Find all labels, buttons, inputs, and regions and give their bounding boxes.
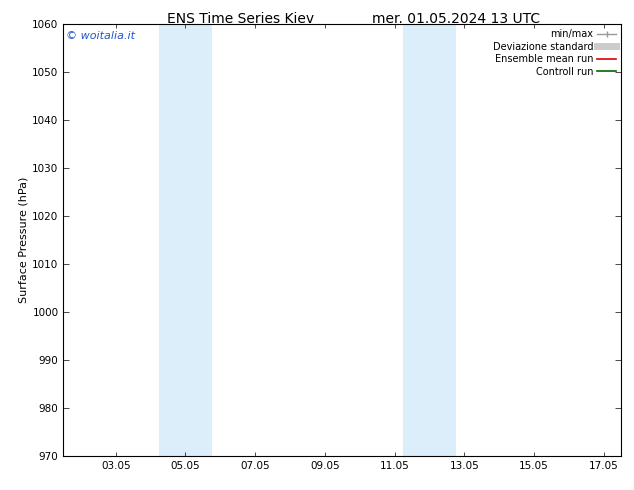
Bar — [403, 24, 456, 456]
Legend: min/max, Deviazione standard, Ensemble mean run, Controll run: min/max, Deviazione standard, Ensemble m… — [493, 29, 616, 76]
Text: mer. 01.05.2024 13 UTC: mer. 01.05.2024 13 UTC — [372, 12, 541, 26]
Y-axis label: Surface Pressure (hPa): Surface Pressure (hPa) — [18, 177, 28, 303]
Bar — [159, 24, 212, 456]
Text: ENS Time Series Kiev: ENS Time Series Kiev — [167, 12, 314, 26]
Text: © woitalia.it: © woitalia.it — [66, 31, 135, 41]
